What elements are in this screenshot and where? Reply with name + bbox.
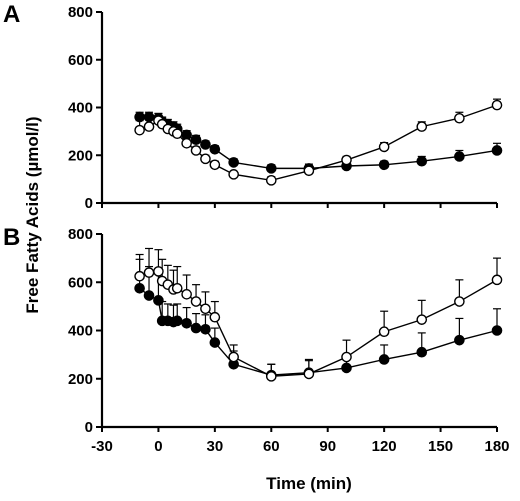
x-tick-label: -30 (91, 438, 113, 455)
data-point-open (416, 314, 428, 325)
data-point-filled (454, 334, 465, 346)
data-point-open (416, 121, 428, 132)
panel-b-y-tick-label: 200 (68, 371, 93, 388)
x-tick-label: 90 (319, 438, 336, 455)
data-point-open (143, 267, 155, 278)
data-point-open (454, 112, 465, 124)
data-point-filled (228, 157, 239, 168)
data-point-open (341, 351, 352, 363)
data-point-open (200, 303, 211, 315)
panel-a-label: A (3, 1, 20, 28)
data-point-open (303, 165, 315, 177)
data-point-filled (153, 295, 164, 306)
panel-b-y-tick-label: 800 (68, 226, 93, 243)
x-axis-title: Time (min) (266, 474, 352, 493)
data-point-open (303, 368, 315, 380)
data-point-filled (265, 163, 277, 174)
panel-b-y-tick-label: 0 (85, 419, 93, 436)
panel-a-y-tick-label: 0 (85, 195, 93, 212)
data-point-open (228, 351, 239, 363)
data-point-open (341, 154, 352, 166)
data-point-filled (190, 322, 202, 334)
data-point-open (454, 296, 465, 307)
data-point-open (200, 153, 211, 165)
data-point-filled (378, 354, 390, 365)
x-tick-label: 150 (428, 438, 453, 455)
data-point-open (378, 326, 390, 338)
data-point-open (190, 296, 202, 307)
x-tick-label: 180 (484, 438, 509, 455)
data-point-filled (416, 346, 428, 358)
x-tick-label: 120 (372, 438, 397, 455)
data-point-open (378, 141, 390, 153)
panel-a-y-tick-label: 600 (68, 52, 93, 69)
data-point-open (190, 145, 202, 156)
panel-a-y-tick-label: 800 (68, 4, 93, 21)
data-point-open (143, 121, 155, 132)
panel-b: 0 200 400 600 800 (68, 226, 503, 436)
panel-a: 0 200 400 600 800 (68, 4, 503, 212)
panel-b-label: B (3, 224, 20, 251)
data-point-open (491, 274, 503, 286)
data-point-filled (491, 325, 503, 336)
data-point-open (171, 128, 183, 140)
panel-b-series-open (134, 247, 503, 382)
data-point-open (209, 311, 221, 323)
data-point-filled (416, 155, 428, 167)
data-point-filled (209, 143, 221, 155)
data-point-filled (454, 151, 465, 162)
data-point-open (134, 270, 145, 282)
data-point-open (134, 124, 145, 136)
data-point-filled (181, 317, 192, 329)
x-tick-label: 0 (154, 438, 162, 455)
x-tick-label: 30 (207, 438, 224, 455)
data-point-filled (491, 145, 503, 156)
panel-b-series-filled (134, 258, 503, 381)
data-point-open (491, 99, 503, 111)
y-axis-title: Free Fatty Acids (µmol/l) (23, 116, 42, 313)
data-point-open (153, 266, 164, 277)
x-tick-labels: -30 0 30 60 90 120 150 180 (91, 438, 509, 455)
data-point-open (209, 159, 221, 171)
data-point-filled (190, 134, 202, 146)
data-point-filled (134, 282, 145, 294)
data-point-filled (171, 315, 183, 327)
data-point-filled (143, 290, 155, 301)
data-point-open (265, 175, 277, 186)
panel-a-series-open (134, 98, 503, 186)
data-point-filled (209, 337, 221, 348)
data-point-open (265, 371, 277, 382)
data-point-filled (378, 159, 390, 171)
panel-a-y-tick-label: 200 (68, 147, 93, 164)
x-tick-label: 60 (263, 438, 280, 455)
panel-b-y-tick-label: 400 (68, 323, 93, 340)
data-point-open (181, 289, 192, 300)
data-point-filled (341, 362, 352, 374)
data-point-open (228, 169, 239, 180)
data-point-filled (200, 323, 211, 335)
data-point-open (171, 282, 183, 294)
data-point-filled (200, 139, 211, 150)
panel-a-y-tick-label: 400 (68, 100, 93, 117)
data-point-open (181, 138, 192, 149)
panel-b-y-tick-label: 600 (68, 274, 93, 291)
